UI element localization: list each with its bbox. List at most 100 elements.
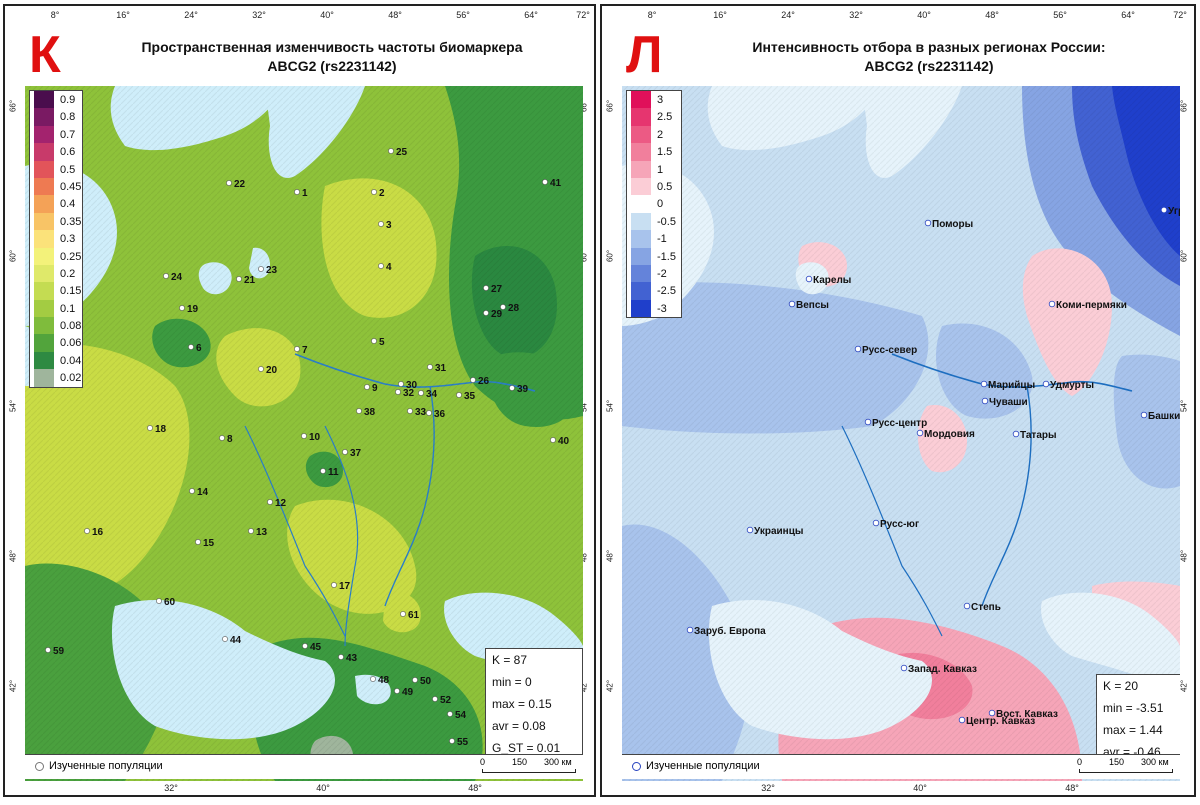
latitude-tick-label: 66°	[8, 99, 18, 113]
legend-row: 0	[627, 195, 681, 213]
population-marker	[407, 408, 413, 414]
population-label: 14	[197, 487, 209, 498]
legend-swatch	[34, 108, 54, 126]
scale-label-150: 150	[1109, 757, 1125, 767]
population-label: Чуваши	[989, 397, 1028, 408]
legend-row: 0.1	[30, 299, 82, 318]
latitude-tick-label: 60°	[605, 249, 615, 263]
legend-label: 0.5	[657, 180, 673, 193]
stats-k: K = 20	[1103, 679, 1139, 693]
population-label: 36	[434, 409, 446, 420]
population-label: 33	[415, 407, 427, 418]
legend-label: 0.6	[60, 146, 76, 159]
population-marker	[301, 433, 307, 439]
population-marker	[222, 636, 228, 642]
latitude-tick-label: 54°	[1179, 399, 1189, 413]
legend-label: 0.1	[60, 302, 76, 315]
population-label: 59	[53, 646, 65, 657]
legend-label: 0.9	[60, 94, 76, 106]
population-label: 3	[386, 220, 392, 231]
population-marker	[432, 696, 438, 702]
legend-label: 3	[657, 94, 664, 106]
population-label: 34	[426, 389, 438, 400]
population-marker	[980, 380, 988, 388]
population-label: Заруб. Европа	[694, 625, 766, 637]
panel-k-header: К Пространственная изменчивость частоты …	[25, 26, 583, 86]
population-marker	[449, 738, 455, 744]
legend-swatch	[34, 334, 54, 352]
stats-min: min = 0	[492, 675, 532, 689]
legend-row: 0.5	[30, 160, 82, 178]
population-label: 35	[464, 391, 476, 402]
population-label: 41	[550, 178, 562, 189]
legend-row: 0.8	[30, 108, 82, 126]
latitude-tick-label: 48°	[8, 549, 18, 563]
latitude-tick-label: 54°	[605, 399, 615, 413]
latitude-ticks-left: 66° 60° 54° 48° 42°	[5, 86, 23, 781]
footer-legend-label: Изученные популяции	[646, 760, 760, 772]
legend-row: -1	[627, 230, 681, 248]
population-marker	[988, 709, 996, 717]
population-label: 31	[435, 363, 447, 374]
population-label: 40	[558, 436, 570, 447]
footer-legend-label: Изученные популяции	[49, 760, 163, 772]
population-marker	[1012, 430, 1020, 438]
population-label: Украинцы	[754, 526, 803, 537]
legend-swatch	[631, 212, 651, 231]
population-label: 32	[403, 388, 415, 399]
legend-row: 1	[627, 160, 681, 178]
population-label: 10	[309, 432, 321, 443]
population-label: 8	[227, 434, 233, 445]
population-label: Центр. Кавказ	[966, 716, 1035, 727]
stats-box: K = 87 min = 0 max = 0.15 avr = 0.08 G_S…	[485, 648, 583, 760]
longitude-tick-label: 32°	[252, 10, 266, 20]
longitude-tick-label: 24°	[184, 10, 198, 20]
population-marker	[147, 425, 153, 431]
population-label: 52	[440, 695, 452, 706]
legend-swatch	[34, 299, 54, 318]
population-marker	[418, 390, 424, 396]
legend-label: 1	[657, 163, 664, 176]
legend-swatch	[631, 299, 651, 318]
legend-row: -0.5	[627, 212, 681, 231]
population-label: 9	[372, 383, 378, 394]
population-marker	[1160, 206, 1168, 214]
population-marker	[864, 418, 872, 426]
population-marker	[1140, 411, 1148, 419]
longitude-ticks-bottom: 32° 40° 48°	[25, 783, 583, 795]
latitude-tick-label: 42°	[1179, 679, 1189, 693]
legend-label: -0.5	[657, 215, 676, 228]
population-label: Русс-центр	[872, 418, 927, 429]
population-label: Коми-пермяки	[1056, 300, 1127, 311]
population-marker	[456, 392, 462, 398]
population-marker	[320, 468, 326, 474]
legend-row: -2	[627, 264, 681, 283]
legend-swatch	[34, 264, 54, 283]
legend-swatch	[34, 351, 54, 370]
population-label: 13	[256, 527, 268, 538]
longitude-ticks-top: 8° 16° 24° 32° 40° 48° 56° 64° 72°	[25, 10, 590, 24]
population-marker	[331, 582, 337, 588]
population-label: Вост. Кавказ	[996, 709, 1058, 720]
legend-row: -1.5	[627, 247, 681, 265]
population-label: 18	[155, 424, 167, 435]
legend-swatch	[631, 282, 651, 300]
legend-swatch	[34, 125, 54, 144]
legend-label: 0.5	[60, 163, 76, 176]
population-marker	[398, 381, 404, 387]
population-label: 1	[302, 188, 308, 199]
population-marker	[294, 189, 300, 195]
panel-l: 8° 16° 24° 32° 40° 48° 56° 64° 72° 66° 60° 54° 48° 4…	[600, 4, 1196, 797]
legend-label: 0.04	[60, 354, 82, 367]
legend-row: 0.45	[30, 177, 82, 196]
legend-label: 0.35	[60, 215, 82, 228]
legend-label: 2	[657, 128, 664, 141]
population-marker	[338, 654, 344, 660]
legend-row: 1.5	[627, 143, 681, 161]
legend-swatch	[631, 247, 651, 265]
latitude-ticks-left: 66° 60° 54° 48° 42°	[602, 86, 620, 781]
legend-row: 0.08	[30, 317, 82, 335]
legend-swatch	[631, 230, 651, 248]
scale-label-0: 0	[1077, 757, 1083, 767]
population-marker-icon	[35, 761, 44, 771]
